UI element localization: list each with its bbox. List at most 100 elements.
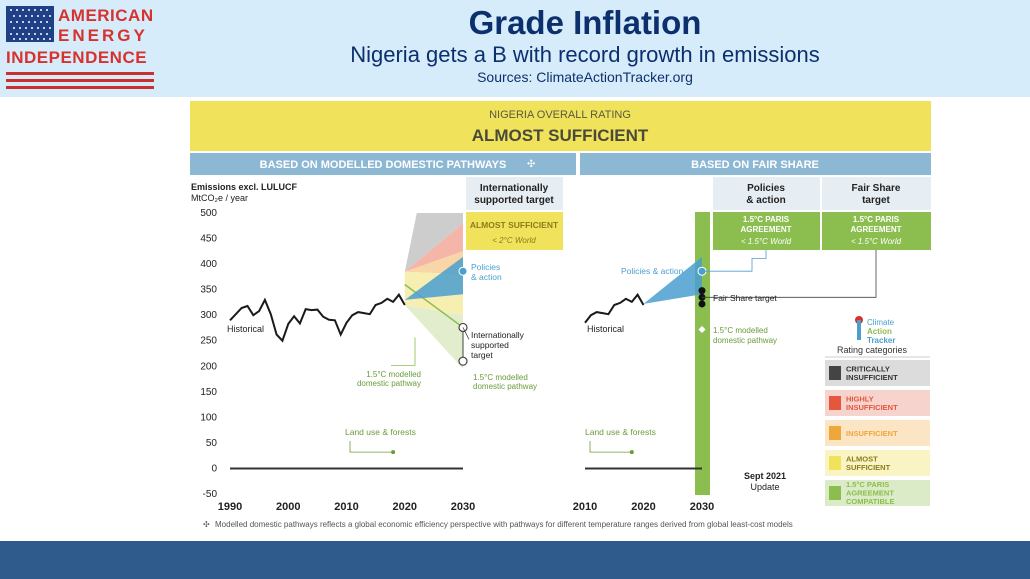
left-land-use-label: Land use & forests [345, 427, 416, 437]
y-tick-label: 0 [211, 463, 217, 474]
left-x-tick-label: 2000 [276, 501, 300, 513]
right-policies-wedge [643, 256, 702, 304]
right-x-ticks: 2010 2020 2030 [573, 501, 714, 513]
legend-item-label: COMPATIBLE [846, 497, 894, 506]
y-tick-label: 400 [200, 259, 217, 270]
legend: Climate Action Tracker Rating categories… [825, 316, 930, 506]
cone-critically [404, 213, 463, 272]
right-panel: Historical Policies & action Fair Share … [573, 212, 877, 513]
fair-share-label: Fair Share target [713, 293, 777, 303]
left-x-tick-label: 2030 [451, 501, 475, 513]
y-tick-label: 350 [200, 285, 217, 296]
y-tick-label: 200 [200, 361, 217, 372]
legend-item-label: INSUFFICIENT [846, 429, 898, 438]
right-land-use-point [629, 450, 634, 455]
left-target-label-l2: supported [471, 340, 509, 350]
col1-header [466, 177, 563, 210]
update-label-l1: Sept 2021 [744, 471, 786, 481]
left-policies-label-l1: Policies [471, 262, 500, 272]
col1-rating-box [466, 212, 563, 250]
left-policies-label-l2: & action [471, 272, 502, 282]
legend-brand3: Tracker [867, 336, 895, 345]
right-policies-label: Policies & action [621, 266, 684, 276]
left-x-tick-label: 2010 [334, 501, 358, 513]
col3-title-l1: Fair Share [852, 183, 901, 194]
col3-rating-l1: 1.5°C PARIS [853, 215, 900, 224]
left-target-leader [462, 327, 470, 340]
right-domestic-point [697, 324, 707, 335]
left-panel: Historical Policies & action Internation… [218, 213, 537, 513]
right-historical-label: Historical [587, 324, 624, 334]
legend-item-label: CRITICALLY [846, 365, 890, 374]
right-x-tick-label: 2030 [690, 501, 714, 513]
cat-logo-bar [857, 320, 861, 340]
col2-sub: < 1.5°C World [741, 237, 792, 246]
col2-header [713, 177, 820, 210]
left-target-label-l1: Internationally [471, 330, 525, 340]
left-x-tick-label: 2020 [393, 501, 417, 513]
col2-title-l2: & action [746, 195, 785, 206]
legend-title: Rating categories [837, 345, 908, 355]
left-land-use-point [391, 450, 396, 455]
legend-item-label: AGREEMENT [846, 489, 894, 498]
left-domestic-leader [391, 337, 416, 366]
right-land-use-label: Land use & forests [585, 427, 656, 437]
rating-label: NIGERIA OVERALL RATING [489, 109, 631, 121]
legend-item-label: SUFFICIENT [846, 463, 891, 472]
y-axis-unit: MtCO₂e / year [191, 193, 248, 203]
rating-bar [190, 101, 931, 151]
legend-item-bg [825, 390, 930, 416]
left-policies-wedge [404, 256, 463, 300]
cone-paris [404, 305, 463, 369]
legend-swatch [829, 486, 841, 500]
footnote: Modelled domestic pathways reflects a gl… [215, 520, 793, 529]
col1-rating: ALMOST SUFFICIENT [470, 220, 559, 230]
legend-item-label: 1.5°C PARIS [846, 480, 889, 489]
left-domestic-pathway-line [404, 283, 464, 329]
col1-title-l1: Internationally [480, 183, 549, 194]
fair-share-point [698, 287, 706, 295]
right-policies-leader [702, 250, 767, 272]
left-land-leader [349, 441, 394, 453]
right-domestic-label-l1: 1.5°C modelled [473, 373, 528, 382]
legend-item-bg [825, 360, 930, 386]
left-historical-line [229, 292, 406, 343]
col2-rating-box [713, 212, 820, 250]
logo-line1: AMERICAN [58, 6, 154, 25]
update-label-l2: Update [750, 482, 779, 492]
footnote-marker: ✣ [203, 520, 210, 529]
rating-value: ALMOST SUFFICIENT [472, 126, 649, 145]
legend-swatch [829, 396, 841, 410]
fair-share-leader [702, 250, 877, 298]
col1-title-l2: supported target [474, 195, 554, 206]
col2-rating-l2: AGREEMENT [740, 225, 791, 234]
left-historical-label: Historical [227, 324, 264, 334]
y-tick-label: 450 [200, 234, 217, 245]
col2-rating-l1: 1.5°C PARIS [743, 215, 790, 224]
col3-rating-l2: AGREEMENT [850, 225, 901, 234]
legend-brand1: Climate [867, 318, 895, 327]
left-domestic-label-l2: domestic pathway [357, 379, 421, 388]
legend-item-bg [825, 480, 930, 506]
page-title: Grade Inflation [468, 4, 702, 41]
section-left-marker: ✣ [527, 159, 535, 170]
climate-tracker-chart: NIGERIA OVERALL RATING ALMOST SUFFICIENT… [190, 101, 931, 529]
y-tick-label: 500 [200, 208, 217, 219]
fair-share-points [698, 287, 706, 308]
col2-title-l1: Policies [747, 183, 785, 194]
col3-sub: < 1.5°C World [851, 237, 902, 246]
right-domestic-l2: domestic pathway [713, 336, 777, 345]
section-left-label: BASED ON MODELLED DOMESTIC PATHWAYS [260, 159, 507, 171]
fair-share-column [695, 212, 710, 495]
legend-item-label: INSUFFICIENT [846, 373, 898, 382]
y-tick-label: 50 [206, 438, 218, 449]
logo: AMERICAN ENERGY INDEPENDENCE [6, 6, 156, 92]
y-axis-label: Emissions excl. LULUCF [191, 182, 298, 192]
sources-line: Sources: ClimateActionTracker.org [477, 69, 693, 85]
us-flag-icon [6, 6, 54, 42]
right-domestic-l1: 1.5°C modelled [713, 326, 768, 335]
col3-title-l2: target [862, 195, 890, 206]
legend-swatch [829, 456, 841, 470]
y-tick-label: 150 [200, 387, 217, 398]
